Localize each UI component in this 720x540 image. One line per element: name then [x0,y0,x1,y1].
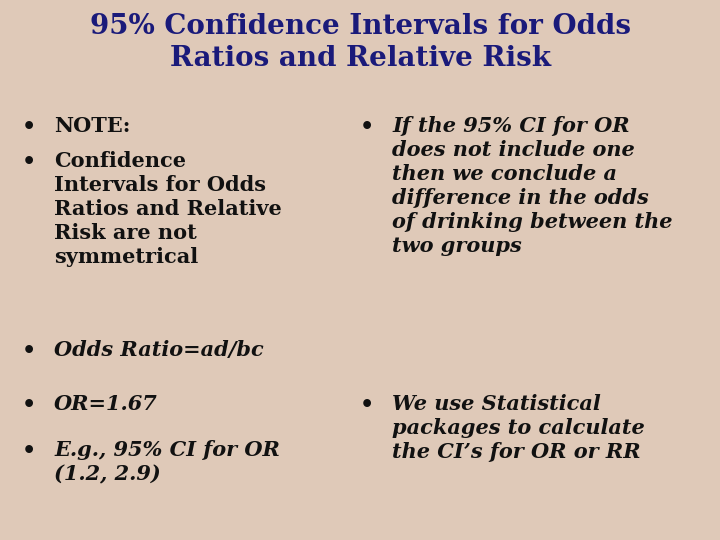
Text: •: • [360,116,374,138]
Text: •: • [22,116,36,138]
Text: NOTE:: NOTE: [54,116,130,136]
Text: •: • [360,394,374,416]
Text: Odds Ratio=ad/bc: Odds Ratio=ad/bc [54,340,264,360]
Text: Confidence
Intervals for Odds
Ratios and Relative
Risk are not
symmetrical: Confidence Intervals for Odds Ratios and… [54,151,282,267]
Text: E.g., 95% CI for OR
(1.2, 2.9): E.g., 95% CI for OR (1.2, 2.9) [54,440,280,484]
Text: •: • [22,394,36,416]
Text: 95% Confidence Intervals for Odds
Ratios and Relative Risk: 95% Confidence Intervals for Odds Ratios… [89,14,631,72]
Text: If the 95% CI for OR
does not include one
then we conclude a
difference in the o: If the 95% CI for OR does not include on… [392,116,673,256]
Text: •: • [22,340,36,362]
Text: •: • [22,440,36,462]
Text: We use Statistical
packages to calculate
the CI’s for OR or RR: We use Statistical packages to calculate… [392,394,645,462]
Text: •: • [22,151,36,173]
Text: OR=1.67: OR=1.67 [54,394,158,414]
